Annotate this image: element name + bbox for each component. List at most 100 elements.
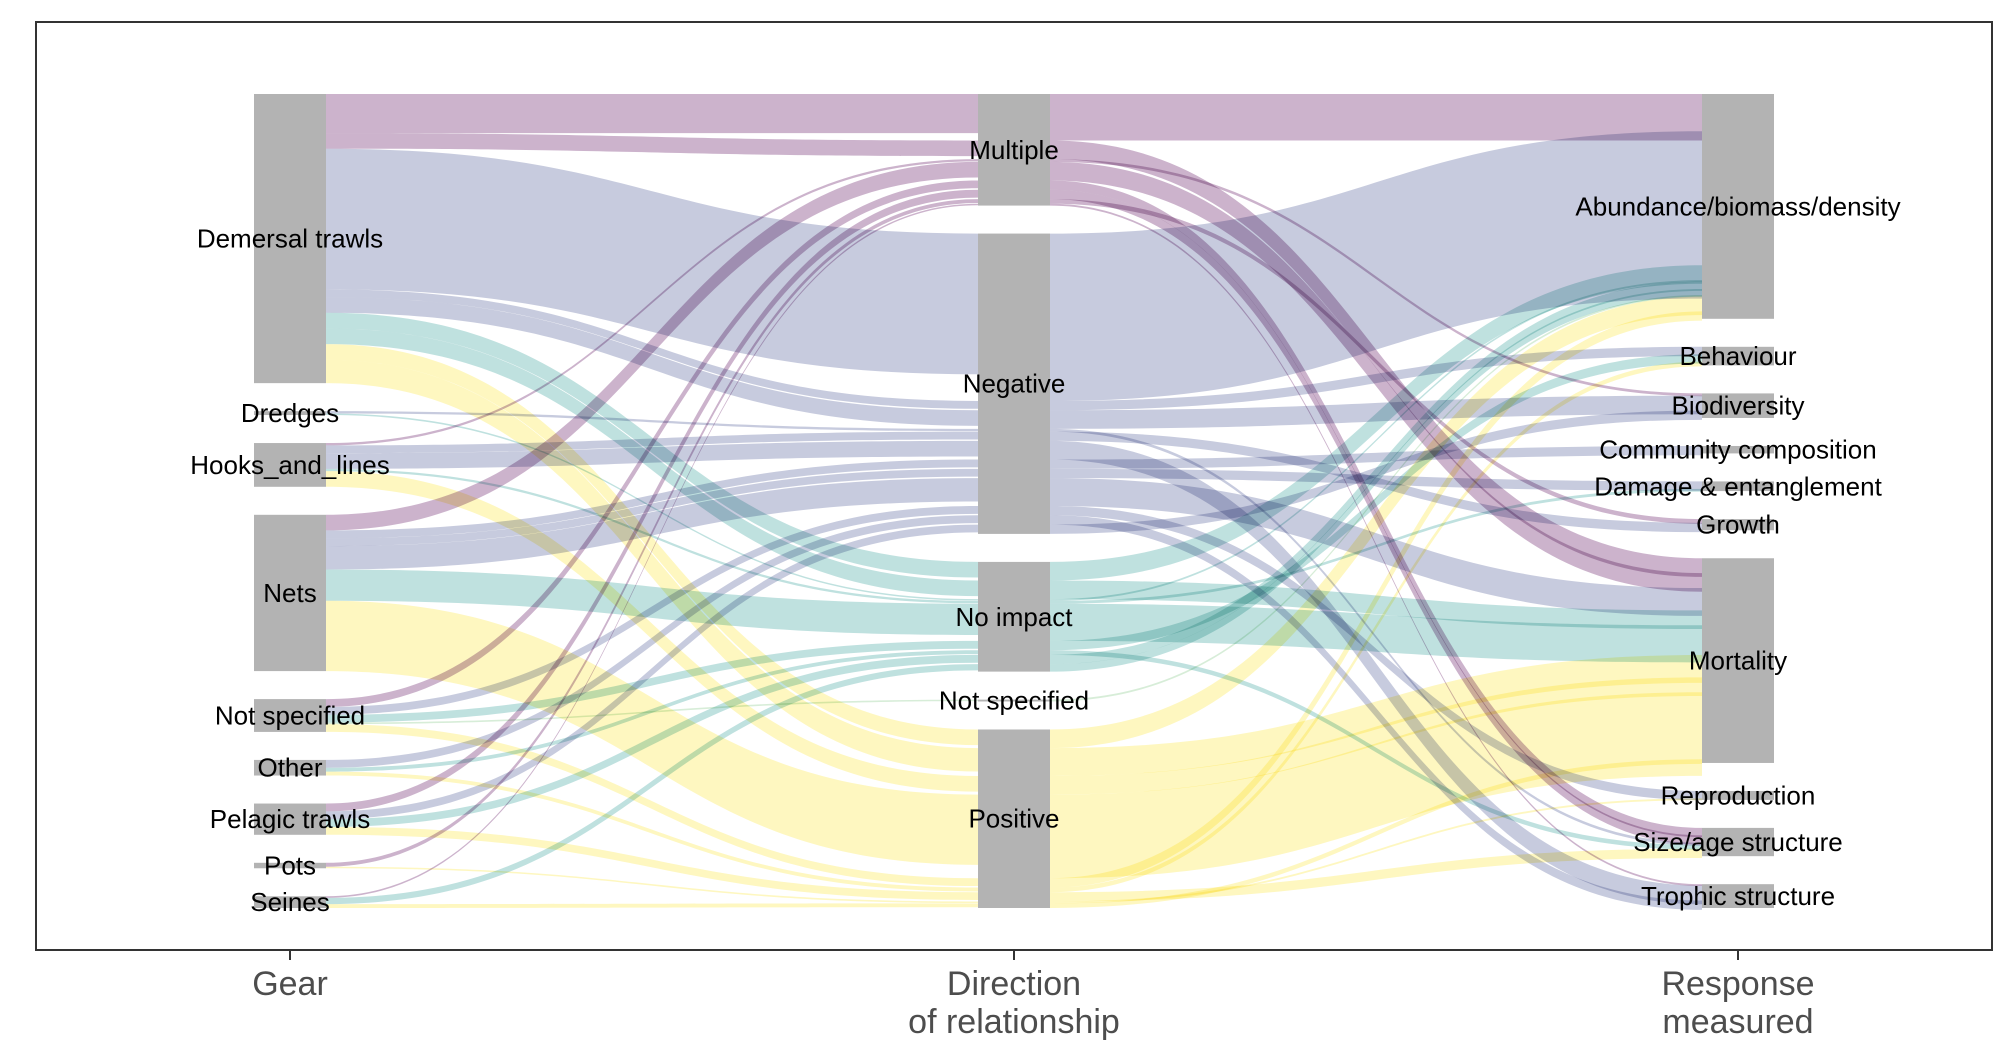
flow-gear-to-direction [326,159,978,446]
node-label-gear: Other [257,753,322,783]
flow-gear-to-direction [326,468,978,547]
flow-gear-to-direction [326,94,978,134]
flow-gear-to-direction [326,826,978,901]
stratum-direction [978,729,1050,908]
node-label-gear: Pots [264,851,316,881]
flow-direction-to-response [1050,445,1702,469]
flow-direction-to-response [1050,296,1702,749]
flow-direction-to-response [1050,361,1702,893]
stratum-response [1702,481,1774,492]
node-label-direction: Not specified [939,686,1089,716]
flow-gear-to-direction [326,161,978,531]
stratum-response [1702,519,1774,531]
x-axis-label-direction: Direction [947,965,1081,1003]
flow-gear-to-direction [326,515,978,768]
node-label-gear: Dredges [241,398,339,428]
node-label-gear: Nets [263,578,316,608]
stratum-gear [254,759,326,776]
node-label-response: Abundance/biomass/density [1575,191,1900,221]
flow-gear-to-direction [326,148,978,375]
flow-gear-to-direction [326,297,978,426]
flow-direction-to-response [1050,281,1702,665]
stratum-gear [254,803,326,835]
flow-direction-to-response [1050,180,1702,838]
node-label-gear: Not specified [215,701,365,731]
flow-gear-to-direction [326,600,978,865]
x-axis-label-gear: Gear [252,965,328,1003]
flow-gear-to-direction [326,478,978,570]
node-label-layer: Demersal trawls Dredges Hooks_and_lines Net… [190,135,1900,917]
node-label-direction: Negative [963,369,1066,399]
flow-direction-to-response [1050,650,1702,850]
node-label-gear: Seines [250,887,330,917]
flow-gear-to-direction [326,203,978,898]
flow-gear-to-direction [326,771,978,892]
x-axis-label-response: Response [1661,965,1814,1003]
node-label-response: Trophic structure [1641,881,1835,911]
flow-gear-to-direction [326,866,978,904]
stratum-response [1702,558,1774,763]
x-axis-label-response: measured [1662,1003,1813,1041]
flow-gear-to-direction [326,506,978,715]
stratum-gear [254,896,326,908]
stratum-direction [978,94,1050,206]
flow-direction-to-response [1050,354,1702,651]
node-label-gear: Hooks_and_lines [190,450,389,480]
flow-direction-to-response [1050,280,1702,601]
flow-direction-to-response [1050,265,1702,581]
stratum-direction [978,699,1050,702]
flow-direction-to-response [1050,515,1702,910]
flow-direction-to-response [1050,131,1702,401]
stratum-gear [254,862,326,869]
flow-direction-to-response [1050,203,1702,887]
flow-layer [326,94,1702,910]
flow-gear-to-direction [326,650,978,772]
flow-gear-to-direction [326,724,978,887]
flow-direction-to-response [1050,311,1702,888]
stratum-gear [254,443,326,487]
flow-direction-to-response [1050,440,1702,905]
node-label-response: Damage & entanglement [1594,471,1882,501]
x-axis-label-direction: of relationship [908,1003,1120,1041]
flow-gear-to-direction [326,440,978,469]
flow-direction-to-response [1050,94,1702,141]
flow-gear-to-direction [326,199,978,867]
flow-gear-to-direction [326,664,978,905]
stratum-gear [254,411,326,416]
strata-layer [254,94,1774,908]
stratum-direction [978,233,1050,534]
stratum-response [1702,94,1774,319]
stratum-gear [254,94,326,384]
stratum-direction [978,561,1050,672]
flow-direction-to-response [1050,692,1702,879]
node-label-response: Biodiversity [1672,391,1805,421]
flow-direction-to-response [1050,189,1702,845]
node-label-direction: No impact [955,602,1073,632]
flow-gear-to-direction [326,569,978,636]
stratum-response [1702,790,1774,800]
flow-direction-to-response [1050,289,1702,672]
flow-direction-to-response [1050,677,1702,795]
flow-direction-to-response [1050,161,1702,592]
node-label-response: Reproduction [1661,780,1816,810]
flow-direction-to-response [1050,140,1702,577]
flow-gear-to-direction [326,471,978,792]
node-label-response: Community composition [1599,435,1876,465]
stratum-response [1702,393,1774,418]
flow-gear-to-direction [326,411,978,432]
flow-gear-to-direction [326,359,978,772]
flow-gear-to-direction [326,468,978,604]
flow-gear-to-direction [326,180,978,707]
stratum-response [1702,346,1774,366]
flow-gear-to-direction [326,903,978,908]
stratum-gear [254,514,326,672]
node-label-response: Behaviour [1679,341,1796,371]
flow-gear-to-direction [326,189,978,812]
node-label-response: Size/age structure [1633,827,1843,857]
stratum-response [1702,445,1774,454]
node-label-gear: Pelagic trawls [210,804,370,834]
flow-direction-to-response [1050,506,1702,801]
flow-direction-to-response [1050,580,1702,629]
